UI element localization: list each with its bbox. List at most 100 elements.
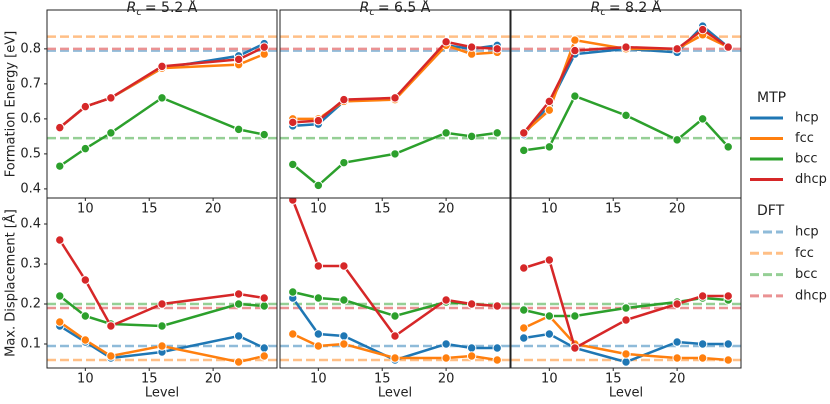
legend-label: dhcp	[795, 172, 827, 187]
y-tick-label: 0.5	[20, 146, 41, 161]
point	[313, 115, 324, 126]
series-line	[59, 96, 265, 168]
point	[672, 44, 682, 54]
title-subscript: c	[369, 7, 375, 18]
point	[339, 331, 349, 341]
x-axis-label: Level	[145, 386, 179, 401]
title-text: = 5.2 Å	[145, 0, 198, 16]
point	[672, 135, 682, 145]
title-subscript: c	[136, 7, 142, 18]
point	[519, 145, 529, 156]
x-tick-label: 20	[438, 202, 455, 217]
point	[157, 93, 167, 103]
point	[339, 295, 349, 305]
series-line	[291, 131, 498, 188]
legend-label: dhcp	[795, 288, 827, 303]
point	[441, 339, 451, 349]
series-line	[523, 94, 730, 152]
point	[466, 343, 477, 353]
point	[621, 349, 631, 359]
y-tick-label: 0.4	[20, 181, 41, 196]
point	[80, 311, 91, 321]
x-tick-label: 10	[310, 372, 327, 387]
point	[233, 299, 244, 309]
title-symbol: R	[591, 0, 601, 16]
point	[390, 353, 400, 363]
point	[519, 305, 529, 315]
panel-plot	[280, 198, 510, 365]
point	[519, 128, 529, 138]
point	[519, 263, 529, 273]
x-axis-label: Level	[609, 386, 643, 401]
panel-plot	[280, 35, 510, 191]
point	[390, 331, 400, 341]
point	[519, 333, 529, 343]
point	[441, 295, 451, 305]
legend-title: MTP	[757, 90, 786, 106]
point	[672, 353, 682, 363]
x-tick-label: 15	[141, 372, 158, 387]
point	[621, 110, 631, 121]
panel-plot	[47, 35, 277, 171]
point	[288, 159, 298, 170]
panel-title: Rc = 8.2 Å	[591, 0, 662, 18]
point	[233, 357, 244, 367]
series-line	[292, 44, 498, 128]
point	[157, 299, 167, 309]
point	[339, 261, 349, 271]
point	[55, 235, 65, 245]
point	[570, 343, 580, 353]
panel-plot	[47, 235, 277, 367]
point	[697, 353, 708, 363]
legend-label: bcc	[795, 267, 818, 282]
point	[570, 311, 580, 321]
point	[288, 198, 298, 205]
x-tick-label: 15	[605, 202, 622, 217]
y-tick-label: 0.2	[20, 297, 41, 312]
point	[723, 291, 733, 301]
x-tick-label: 20	[669, 202, 686, 217]
point	[544, 142, 555, 152]
x-tick-label: 10	[77, 202, 94, 217]
x-tick-label: 15	[374, 372, 391, 387]
point	[441, 37, 451, 47]
legend-label: hcp	[795, 225, 819, 240]
point	[723, 142, 733, 152]
point	[313, 329, 324, 339]
point	[233, 124, 244, 135]
series-line	[58, 42, 265, 129]
x-tick-label: 10	[541, 202, 558, 217]
point	[390, 93, 400, 103]
point	[570, 45, 580, 56]
point	[544, 311, 555, 321]
x-tick-label: 10	[77, 372, 94, 387]
point	[697, 24, 708, 35]
point	[339, 339, 349, 349]
point	[106, 128, 116, 138]
point	[723, 339, 733, 349]
point	[621, 357, 631, 367]
point	[106, 93, 116, 103]
title-text: = 8.2 Å	[609, 0, 662, 16]
title-symbol: R	[360, 0, 370, 16]
point	[55, 291, 65, 301]
point	[233, 331, 244, 341]
panel-plot	[511, 21, 741, 156]
x-tick-label: 10	[310, 202, 327, 217]
y-tick-label: 0.4	[20, 217, 41, 232]
point	[621, 315, 631, 325]
y-tick-label: 0.8	[20, 41, 41, 56]
x-tick-label: 10	[541, 372, 558, 387]
title-symbol: R	[127, 0, 137, 16]
point	[233, 54, 244, 65]
point	[313, 341, 324, 351]
y-axis-label: Max. Displacement [Å]	[3, 209, 19, 357]
point	[441, 128, 451, 138]
point	[390, 149, 400, 159]
point	[55, 161, 65, 171]
series-line	[58, 239, 265, 328]
title-text: = 6.5 Å	[378, 0, 431, 16]
panel-frame	[510, 197, 742, 369]
point	[492, 301, 502, 311]
